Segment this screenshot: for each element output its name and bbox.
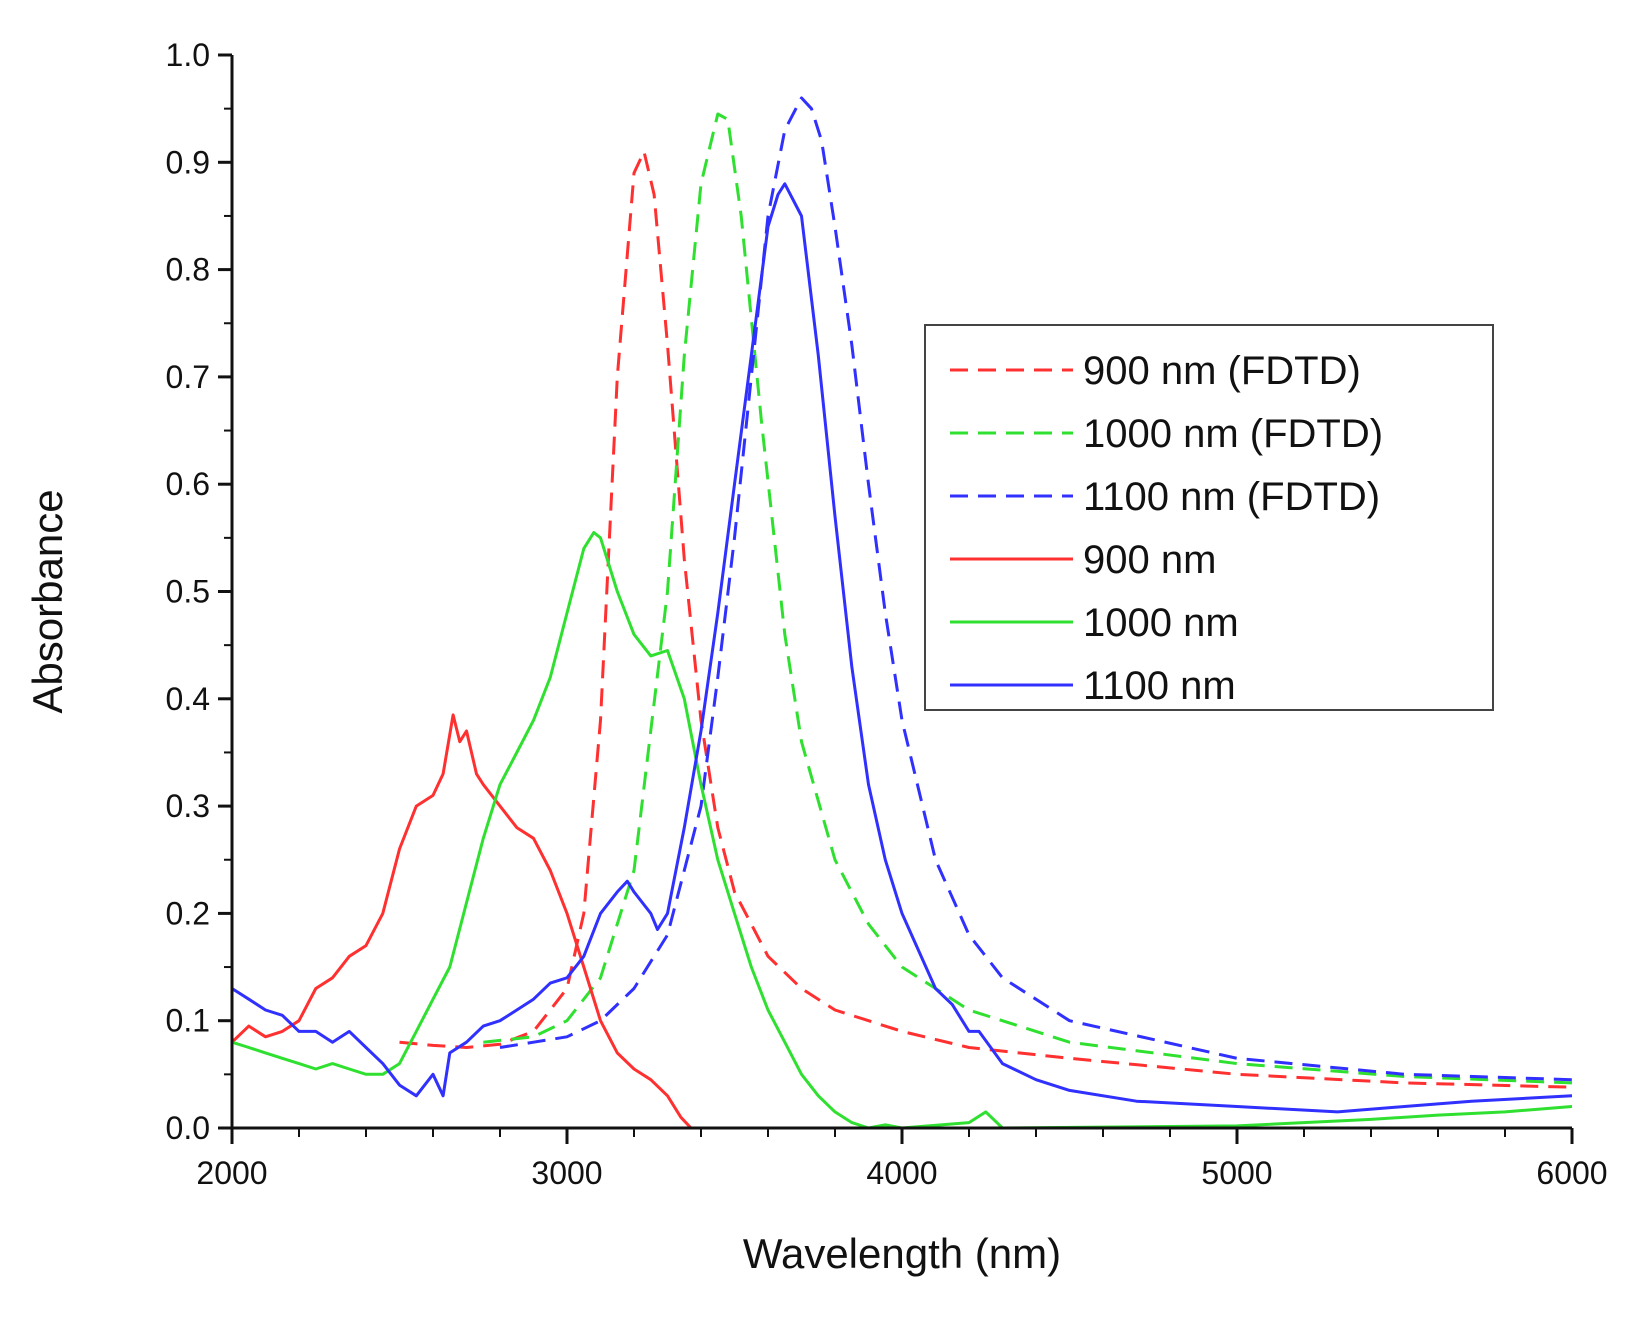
y-tick-label: 0.3 xyxy=(166,788,210,824)
series-line-6 xyxy=(231,182,1573,1114)
x-axis-title: Wavelength (nm) xyxy=(743,1230,1061,1277)
y-tick-label: 0.6 xyxy=(166,466,210,502)
x-tick-label: 5000 xyxy=(1201,1155,1272,1191)
x-tick-label: 2000 xyxy=(196,1155,267,1191)
y-tick-label: 0.4 xyxy=(166,681,210,717)
series-line-4 xyxy=(230,713,693,1130)
legend-label-4: 900 nm xyxy=(1083,538,1216,582)
y-tick-label: 0.8 xyxy=(166,252,210,288)
x-tick-label: 4000 xyxy=(866,1155,937,1191)
series-layer xyxy=(230,96,1573,1130)
series-line-3 xyxy=(499,96,1573,1082)
x-tick-label: 6000 xyxy=(1536,1155,1607,1191)
y-tick-label: 0.7 xyxy=(166,359,210,395)
ticks-layer: 0.0 0.1 0.2 0.3 0.4 0.5 0.6 0.7 0.8 0.9 1.0 2000 300… xyxy=(166,37,1608,1191)
x-tick-label: 3000 xyxy=(531,1155,602,1191)
y-tick-label: 1.0 xyxy=(166,37,210,73)
y-tick-label: 0.5 xyxy=(166,574,210,610)
series-line-2 xyxy=(483,112,1573,1085)
series-line-1 xyxy=(399,150,1573,1089)
y-axis-title: Absorbance xyxy=(24,489,71,713)
legend-box xyxy=(924,324,1494,711)
legend-label-6: 1100 nm xyxy=(1083,664,1236,708)
y-tick-label: 0.2 xyxy=(166,895,210,931)
legend-label-3: 1100 nm (FDTD) xyxy=(1083,475,1380,519)
y-tick-label: 0.0 xyxy=(166,1110,210,1146)
y-tick-label: 0.1 xyxy=(166,1003,210,1039)
legend-label-5: 1000 nm xyxy=(1083,601,1239,645)
legend-label-2: 1000 nm (FDTD) xyxy=(1083,412,1383,456)
legend-label-1: 900 nm (FDTD) xyxy=(1083,349,1361,393)
legend: 900 nm (FDTD) 1000 nm (FDTD) 1100 nm (FDTD… xyxy=(924,324,1494,711)
y-tick-label: 0.9 xyxy=(166,144,210,180)
